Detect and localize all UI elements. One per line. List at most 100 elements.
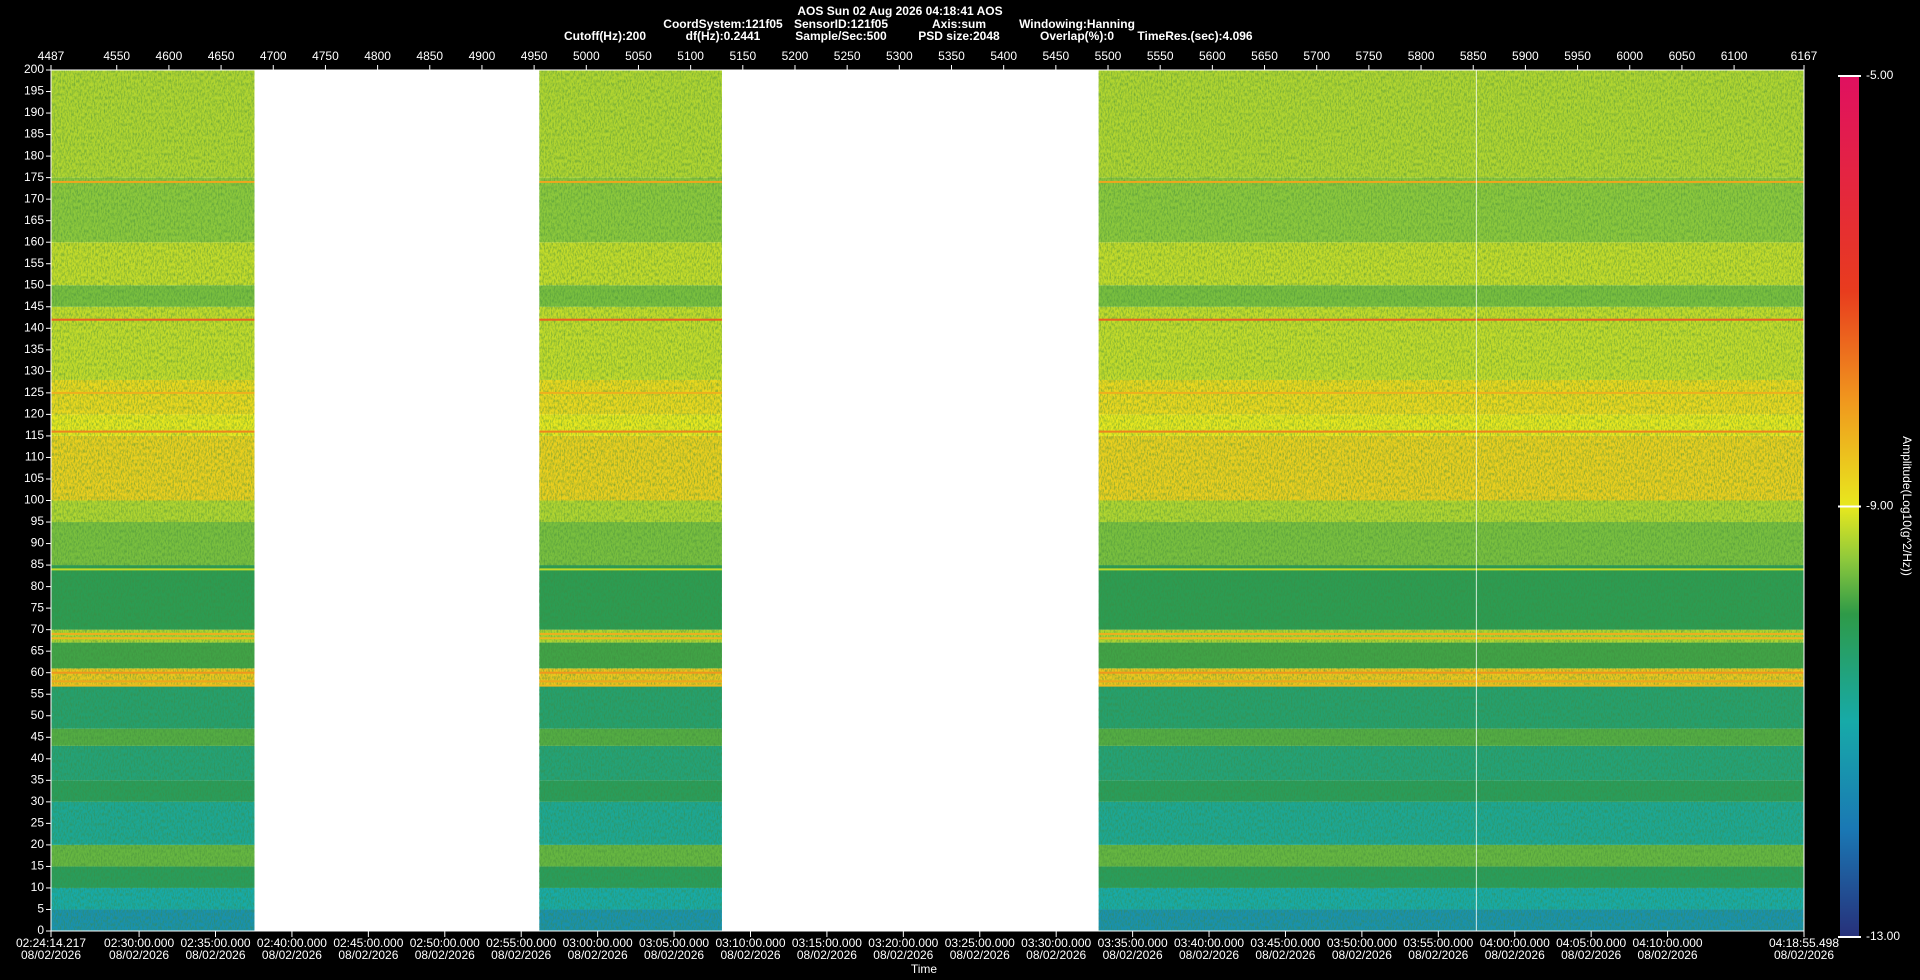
y-tick-label: 25 [31,816,45,830]
x2-tick-date: 08/02/2026 [873,948,933,962]
x2-tick-label: 02:40:00.000 [257,936,327,950]
y-tick-label: 150 [24,277,44,291]
x-tick-label: 6167 [1791,49,1818,63]
x-tick-label: 6050 [1669,49,1696,63]
noise-texture [51,70,255,931]
y-tick-label: 0 [37,923,44,937]
x2-tick-label: 03:10:00.000 [715,936,785,950]
info-line: Cutoff(Hz):200 df(Hz):0.2441 Sample/Sec:50… [564,29,1253,43]
y-tick-label: 95 [31,514,45,528]
x2-tick-label: 03:40:00.000 [1174,936,1244,950]
tone-line [1098,391,1804,394]
y-tick-label: 50 [31,708,45,722]
y-tick-label: 5 [37,902,44,916]
info-item: df(Hz):0.2441 [686,29,761,43]
y-tick-label: 125 [24,385,44,399]
y-tick-label: 10 [31,880,45,894]
x2-tick-date: 08/02/2026 [491,948,551,962]
y-tick-label: 190 [24,105,44,119]
x2-tick-date: 08/02/2026 [185,948,245,962]
tone-line [51,684,255,687]
x2-tick-date: 08/02/2026 [797,948,857,962]
x-tick-label: 4850 [416,49,443,63]
x2-tick-label: 04:18:55.498 [1769,936,1839,950]
x-tick-label: 4900 [469,49,496,63]
y-tick-label: 200 [24,62,44,76]
y-tick-label: 145 [24,299,44,313]
tone-line [539,671,722,674]
x2-tick-label: 02:35:00.000 [180,936,250,950]
y-tick-label: 130 [24,364,44,378]
x2-tick-label: 04:00:00.000 [1480,936,1550,950]
y-tick-label: 110 [25,450,44,464]
tone-line [1098,318,1804,321]
x2-tick-date: 08/02/2026 [1103,948,1163,962]
y-tick-label: 165 [24,213,44,227]
tone-line [1098,430,1804,433]
x-tick-label: 5600 [1199,49,1226,63]
x2-tick-date: 08/02/2026 [720,948,780,962]
tone-line [1098,568,1804,571]
colorbar-tick-label: -9.00 [1866,499,1894,513]
tone-line [51,180,255,183]
y-tick-label: 45 [31,729,45,743]
x2-tick-date: 08/02/2026 [1408,948,1468,962]
x2-tick-date: 08/02/2026 [415,948,475,962]
x2-tick-label: 02:50:00.000 [410,936,480,950]
y-tick-label: 60 [31,665,45,679]
info-item: TimeRes.(sec):4.096 [1137,29,1253,43]
tone-line [539,684,722,687]
noise-texture [539,70,722,931]
tone-line [1098,637,1804,640]
info-item: SensorID:121f05 [794,17,888,31]
y-tick-label: 35 [31,772,45,786]
x-tick-label: 5900 [1512,49,1539,63]
tone-line [51,671,255,674]
colorbar-tick-label: -5.00 [1866,68,1894,82]
info-item: Cutoff(Hz):200 [564,29,646,43]
x2-tick-date: 08/02/2026 [109,948,169,962]
info-item: PSD size:2048 [918,29,1000,43]
x-tick-label: 4650 [208,49,235,63]
info-item: Axis:sum [932,17,986,31]
y-tick-label: 55 [31,686,45,700]
noise-texture [1098,70,1804,931]
x-tick-label: 5100 [677,49,704,63]
x-tick-label: 6100 [1721,49,1748,63]
y-tick-label: 70 [31,622,45,636]
y-tick-label: 185 [24,127,44,141]
x2-tick-date: 08/02/2026 [338,948,398,962]
x2-tick-date: 08/02/2026 [1774,948,1834,962]
x-tick-label: 6000 [1616,49,1643,63]
x2-tick-date: 08/02/2026 [1255,948,1315,962]
tone-line [51,680,255,683]
tone-line [539,318,722,321]
y-tick-label: 100 [24,493,44,507]
y-tick-label: 170 [24,191,44,205]
info-item: Sample/Sec:500 [795,29,887,43]
x-tick-label: 4600 [156,49,183,63]
x-tick-label: 5400 [990,49,1017,63]
info-item: CoordSystem:121f05 [663,17,783,31]
x2-tick-label: 04:10:00.000 [1633,936,1703,950]
x2-tick-date: 08/02/2026 [21,948,81,962]
y-tick-label: 80 [31,579,45,593]
tone-line [539,568,722,571]
x-tick-label: 5250 [834,49,861,63]
x2-tick-date: 08/02/2026 [1332,948,1392,962]
y-tick-label: 195 [24,84,44,98]
x-tick-label: 5700 [1303,49,1330,63]
tone-line [539,637,722,640]
x-tick-label: 4700 [260,49,287,63]
x2-tick-date: 08/02/2026 [950,948,1010,962]
x2-tick-label: 04:05:00.000 [1556,936,1626,950]
x-tick-label: 4950 [521,49,548,63]
x2-tick-label: 02:55:00.000 [486,936,556,950]
y-tick-label: 65 [31,643,45,657]
info-item: Overlap(%):0 [1040,29,1114,43]
tone-line [51,318,255,321]
tone-line [539,680,722,683]
tone-line [51,637,255,640]
x-tick-label: 5150 [729,49,756,63]
